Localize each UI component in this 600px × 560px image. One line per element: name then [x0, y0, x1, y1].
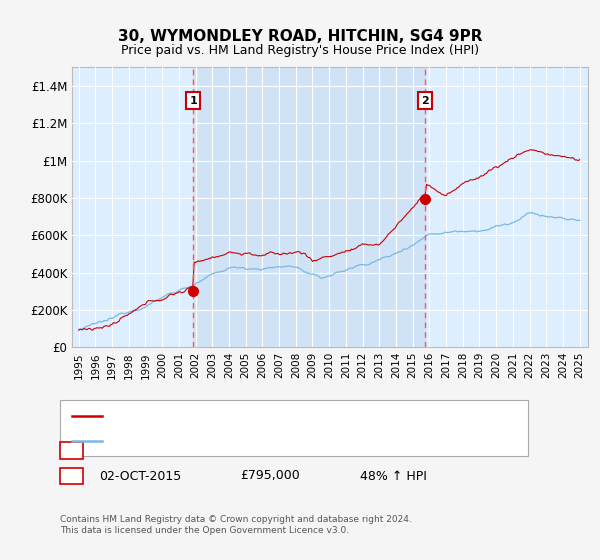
Text: 02-OCT-2015: 02-OCT-2015	[99, 469, 181, 483]
Text: 1: 1	[67, 444, 76, 458]
Text: 2: 2	[421, 96, 429, 106]
Text: 30, WYMONDLEY ROAD, HITCHIN, SG4 9PR: 30, WYMONDLEY ROAD, HITCHIN, SG4 9PR	[118, 29, 482, 44]
Text: 25% ↑ HPI: 25% ↑ HPI	[360, 444, 427, 458]
Text: £795,000: £795,000	[240, 469, 300, 483]
Text: 30, WYMONDLEY ROAD, HITCHIN, SG4 9PR (detached house): 30, WYMONDLEY ROAD, HITCHIN, SG4 9PR (de…	[114, 411, 453, 421]
Text: £300,000: £300,000	[240, 444, 300, 458]
Text: 48% ↑ HPI: 48% ↑ HPI	[360, 469, 427, 483]
Text: Price paid vs. HM Land Registry's House Price Index (HPI): Price paid vs. HM Land Registry's House …	[121, 44, 479, 57]
Bar	[193, 67, 425, 347]
Text: 06-NOV-2001: 06-NOV-2001	[99, 444, 182, 458]
Text: 2: 2	[67, 469, 76, 483]
Text: Contains HM Land Registry data © Crown copyright and database right 2024.
This d: Contains HM Land Registry data © Crown c…	[60, 515, 412, 535]
Text: 1: 1	[189, 96, 197, 106]
Text: HPI: Average price, detached house, North Hertfordshire: HPI: Average price, detached house, Nort…	[114, 436, 429, 446]
